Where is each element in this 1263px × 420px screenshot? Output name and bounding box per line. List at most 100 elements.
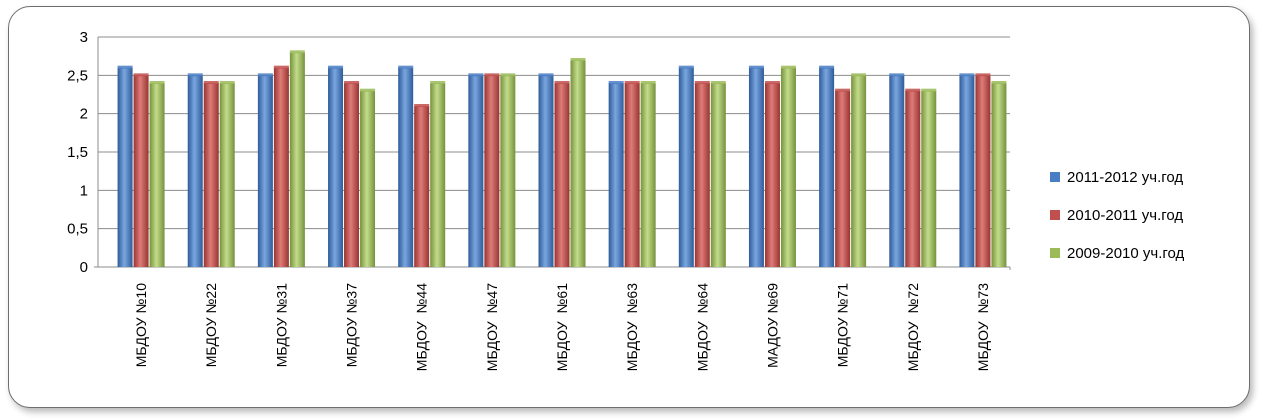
legend-swatch-2011-2012 [1050,172,1060,182]
bar-3-3 [289,52,305,268]
bar-top-2-1 [133,73,149,77]
bar-1-5 [398,67,414,268]
bar-3-12 [921,90,937,268]
bar-3-11 [851,75,867,267]
bar-2-13 [975,75,991,267]
bar-top-1-4 [328,65,344,69]
bar-top-2-2 [203,81,219,84]
bar-top-2-13 [975,73,991,77]
legend-label-2009-2010: 2009-2010 уч.год [1067,244,1185,262]
y-tick-labels: 0 0,5 1 1,5 2 2,5 3 [67,29,88,276]
legend: 2011-2012 уч.год 2010-2011 уч.год 2009-2… [1050,158,1240,272]
y-tick-label: 0 [80,259,88,276]
category-label: МБДОУ №73 [975,283,991,371]
bar-top-2-9 [694,81,710,84]
bar-top-3-8 [640,81,656,84]
bar-top-1-6 [468,73,484,77]
legend-item-2011-2012: 2011-2012 уч.год [1050,158,1240,196]
bar-top-2-8 [624,81,640,84]
bar-3-10 [780,67,796,268]
category-label: МБДОУ №71 [835,283,851,368]
bar-2-3 [273,67,289,268]
bar-3-13 [991,83,1007,267]
bar-3-4 [360,90,376,268]
bar-2-12 [905,90,921,268]
bar-top-2-10 [764,81,780,84]
bar-1-9 [678,67,694,268]
legend-item-2010-2011: 2010-2011 уч.год [1050,196,1240,234]
category-label: МАДОУ №69 [764,283,780,368]
bar-1-4 [328,67,344,268]
category-labels: МБДОУ №10 МБДОУ №22 МБДОУ №31 МБДОУ №37 МБДО… [133,283,991,371]
y-tick-label: 0,5 [67,221,88,238]
bar-3-5 [430,83,446,267]
category-label: МБДОУ №72 [905,283,921,371]
bar-2-4 [344,83,360,267]
bar-top-1-13 [959,73,975,77]
bar-top-2-3 [273,65,289,69]
bar-top-3-7 [570,58,586,61]
category-label: МБДОУ №47 [484,283,500,371]
bar-top-2-11 [835,88,851,92]
bar-top-3-1 [149,81,165,84]
bar-top-3-3 [289,50,305,54]
bar-2-8 [624,83,640,267]
bar-3-2 [219,83,235,267]
bar-top-3-10 [780,65,796,69]
category-label: МБДОУ №10 [133,283,149,368]
bar-top-2-4 [344,81,360,84]
bar-3-7 [570,60,586,267]
bar-top-1-11 [819,65,835,69]
bar-top-1-10 [748,65,764,69]
bar-top-3-4 [360,88,376,92]
bar-1-8 [608,83,624,267]
category-label: МБДОУ №44 [414,283,430,371]
bar-2-1 [133,75,149,267]
gridlines [98,36,1010,268]
category-label: МБДОУ №61 [554,283,570,371]
bar-1-3 [257,75,273,267]
category-label: МБДОУ №22 [203,283,219,368]
bar-3-1 [149,83,165,267]
bars [117,50,1007,268]
bar-top-3-12 [921,88,937,92]
y-tick-label: 1,5 [67,144,88,161]
bar-top-3-2 [219,81,235,84]
bar-1-1 [117,67,133,268]
y-tick-label: 2,5 [67,67,88,84]
bar-top-3-13 [991,81,1007,84]
bar-top-3-6 [500,73,516,77]
bar-1-6 [468,75,484,267]
bar-1-11 [819,67,835,268]
bar-1-10 [748,67,764,268]
bar-top-1-12 [889,73,905,77]
bar-top-3-11 [851,73,867,77]
bar-2-5 [414,106,430,267]
legend-item-2009-2010: 2009-2010 уч.год [1050,234,1240,272]
bar-2-10 [764,83,780,267]
bar-top-2-5 [414,104,430,107]
category-label: МБДОУ №63 [624,283,640,371]
bar-1-7 [538,75,554,267]
bar-1-13 [959,75,975,267]
bar-top-1-9 [678,65,694,69]
y-tick-label: 1 [80,182,88,199]
bar-top-2-12 [905,88,921,92]
bar-top-1-3 [257,73,273,77]
bar-top-1-2 [187,73,203,77]
bar-top-2-6 [484,73,500,77]
bar-2-7 [554,83,570,267]
bar-3-8 [640,83,656,267]
bar-top-3-5 [430,81,446,84]
legend-label-2010-2011: 2010-2011 уч.год [1067,206,1184,224]
category-label: МБДОУ №37 [344,283,360,368]
category-label: МБДОУ №64 [694,283,710,371]
legend-swatch-2009-2010 [1050,248,1060,258]
bar-2-9 [694,83,710,267]
bar-top-1-8 [608,81,624,84]
y-tick-label: 2 [80,106,88,123]
legend-swatch-2010-2011 [1050,210,1060,220]
bar-2-11 [835,90,851,268]
bar-3-9 [710,83,726,267]
